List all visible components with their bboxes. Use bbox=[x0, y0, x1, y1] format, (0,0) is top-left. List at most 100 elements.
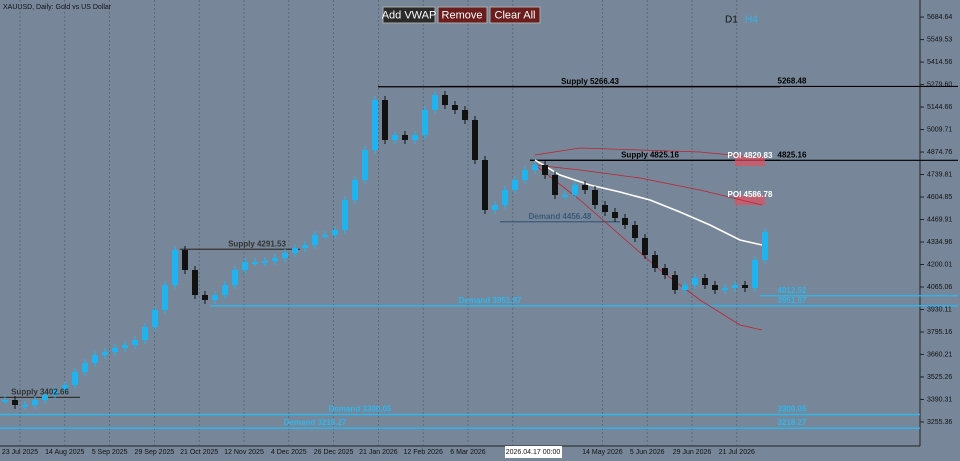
candle bbox=[392, 135, 398, 140]
x-tick-label: 12 Nov 2025 bbox=[224, 449, 264, 456]
x-tick-label: 4 Dec 2025 bbox=[271, 449, 307, 456]
level-label: Demand 3218.27 bbox=[284, 418, 347, 427]
candle bbox=[262, 261, 268, 263]
x-tick-label: 26 Dec 2025 bbox=[314, 449, 354, 456]
candle bbox=[252, 262, 258, 264]
candle bbox=[152, 310, 158, 327]
y-tick-label: 4604.85 bbox=[927, 194, 952, 201]
candle bbox=[552, 175, 558, 195]
y-tick-label: 5549.53 bbox=[927, 36, 952, 43]
candle bbox=[692, 278, 698, 285]
y-tick-label: 4469.91 bbox=[927, 216, 952, 223]
level-label: 4825.16 bbox=[778, 150, 807, 159]
candle bbox=[682, 285, 688, 290]
candle bbox=[752, 260, 758, 288]
candle bbox=[662, 268, 668, 275]
candle bbox=[192, 270, 198, 295]
x-tick-label: 21 Jan 2026 bbox=[359, 449, 398, 456]
candle bbox=[132, 340, 138, 345]
y-tick-label: 3660.21 bbox=[927, 351, 952, 358]
candle bbox=[432, 95, 438, 110]
y-tick-label: 3255.36 bbox=[927, 419, 952, 426]
y-tick-label: 4334.96 bbox=[927, 239, 952, 246]
candle bbox=[32, 400, 38, 405]
x-tick-label: 5 Jun 2026 bbox=[630, 449, 665, 456]
poi-box bbox=[735, 156, 765, 167]
candle bbox=[212, 295, 218, 300]
candle bbox=[142, 327, 148, 340]
button-add-vwap[interactable] bbox=[382, 6, 436, 24]
candle bbox=[602, 205, 608, 212]
candle bbox=[102, 352, 108, 355]
candle bbox=[322, 235, 328, 237]
vwap-line bbox=[534, 159, 763, 246]
candle bbox=[632, 225, 638, 238]
symbol-title: XAUUSD, Daily: Gold vs US Dollar bbox=[3, 4, 112, 11]
x-tick-label: 12 Feb 2026 bbox=[404, 449, 443, 456]
level-label: Demand 4456.48 bbox=[529, 212, 592, 221]
x-tick-label: 21 Oct 2025 bbox=[180, 449, 218, 456]
button-label[interactable]: Add VWAP bbox=[382, 9, 437, 21]
x-tick-label: 14 May 2026 bbox=[582, 449, 623, 456]
candle bbox=[642, 238, 648, 255]
candle bbox=[472, 120, 478, 160]
level-label: Demand 3300.05 bbox=[329, 405, 392, 414]
candle bbox=[422, 110, 428, 135]
band-upper bbox=[534, 147, 763, 159]
candle bbox=[712, 285, 718, 290]
y-tick-label: 5684.64 bbox=[927, 14, 952, 21]
x-tick-label: 29 Sep 2025 bbox=[135, 449, 175, 456]
candle bbox=[242, 262, 248, 270]
button-label[interactable]: Clear All bbox=[495, 9, 536, 21]
band-upper2 bbox=[534, 164, 763, 206]
candle bbox=[592, 190, 598, 205]
candle bbox=[72, 372, 78, 385]
candle bbox=[462, 110, 468, 120]
candle bbox=[12, 400, 18, 405]
candle bbox=[722, 288, 728, 290]
y-tick-label: 3930.11 bbox=[927, 306, 952, 313]
candle bbox=[232, 270, 238, 285]
candle bbox=[652, 255, 658, 268]
candle bbox=[612, 212, 618, 218]
candle bbox=[582, 185, 588, 190]
candle bbox=[482, 160, 488, 210]
button-clear-all[interactable] bbox=[489, 6, 541, 24]
y-tick-label: 4739.81 bbox=[927, 171, 952, 178]
candle bbox=[412, 135, 418, 140]
button-label[interactable]: Remove bbox=[442, 9, 483, 21]
candle bbox=[92, 355, 98, 363]
timeframe-alt: H4 bbox=[745, 15, 758, 26]
candle bbox=[562, 195, 568, 197]
candle bbox=[42, 395, 48, 400]
y-tick-label: 5414.56 bbox=[927, 59, 952, 66]
y-tick-label: 4065.06 bbox=[927, 284, 952, 291]
crosshair-box bbox=[505, 446, 562, 458]
y-tick-label: 3390.31 bbox=[927, 396, 952, 403]
candle bbox=[332, 230, 338, 235]
candle bbox=[62, 385, 68, 390]
level-label: 3300.05 bbox=[778, 405, 807, 414]
candle bbox=[452, 105, 458, 110]
y-tick-label: 4200.01 bbox=[927, 261, 952, 268]
x-tick-label: 21 Jul 2026 bbox=[719, 449, 755, 456]
y-tick-label: 3525.26 bbox=[927, 374, 952, 381]
x-tick-label: 29 Jun 2026 bbox=[673, 449, 712, 456]
candle bbox=[402, 135, 408, 140]
candle bbox=[162, 285, 168, 310]
level-label: 3218.27 bbox=[778, 418, 807, 427]
x-tick-label: 14 Aug 2025 bbox=[45, 449, 84, 456]
level-label: Supply 4291.53 bbox=[228, 239, 286, 248]
button-remove[interactable] bbox=[437, 6, 488, 24]
candle bbox=[292, 248, 298, 253]
candle bbox=[702, 278, 708, 285]
candle bbox=[442, 95, 448, 105]
candle bbox=[532, 165, 538, 170]
x-tick-label: 5 Sep 2025 bbox=[92, 449, 128, 456]
y-tick-label: 4874.76 bbox=[927, 149, 952, 156]
poi-box bbox=[735, 195, 765, 206]
candle bbox=[512, 180, 518, 190]
candle bbox=[622, 218, 628, 225]
